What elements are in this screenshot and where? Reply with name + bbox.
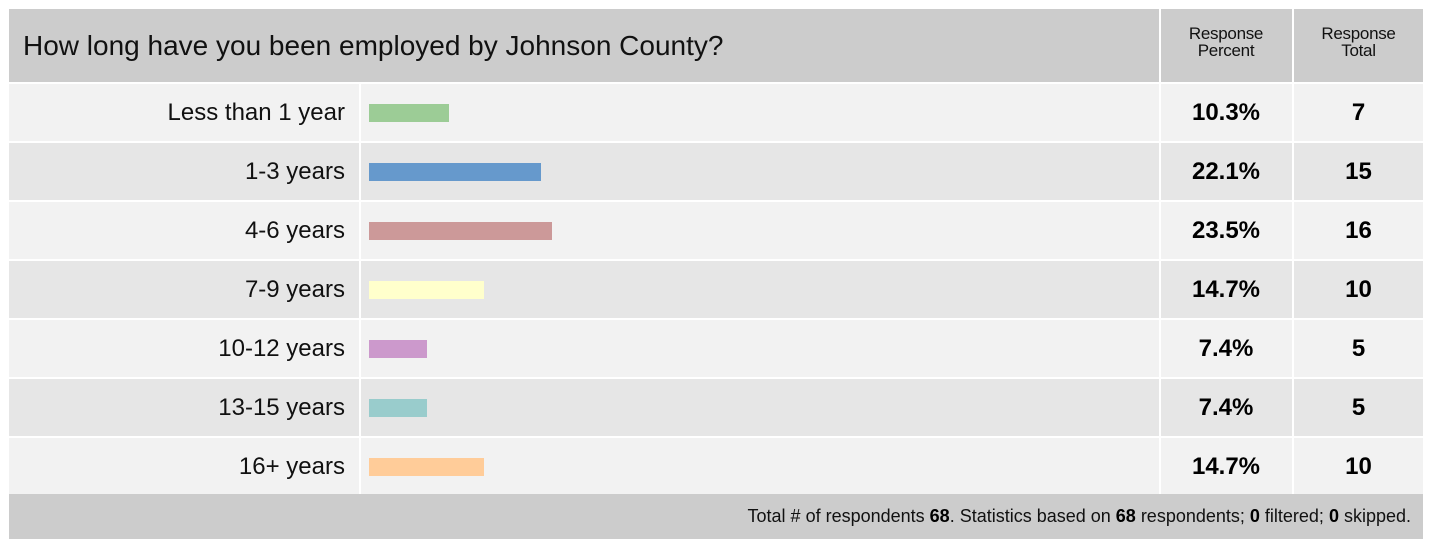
- row-divider: [1159, 261, 1161, 318]
- response-total-header: Response Total: [1294, 25, 1423, 59]
- response-percent: 7.4%: [1198, 394, 1254, 421]
- answer-row: 7-9 years 14.7% 10: [9, 261, 1423, 318]
- response-bar: [369, 163, 541, 181]
- answer-row: 4-6 years 23.5% 16: [9, 202, 1423, 259]
- response-bar: [369, 458, 484, 476]
- footer-text-4: filtered;: [1259, 506, 1329, 526]
- answer-row: 13-15 years 7.4% 5: [9, 379, 1423, 436]
- answer-label: 10-12 years: [218, 335, 345, 362]
- row-divider: [1292, 379, 1294, 436]
- answer-label: 1-3 years: [244, 158, 345, 185]
- row-divider: [1159, 143, 1161, 200]
- response-total-header-line2: Total: [1341, 41, 1376, 60]
- response-percent: 7.4%: [1198, 335, 1254, 362]
- response-percent: 14.7%: [1191, 453, 1261, 480]
- respondents-count: 68: [929, 506, 950, 526]
- answer-label: 4-6 years: [244, 217, 345, 244]
- answer-row: 16+ years 14.7% 10: [9, 438, 1423, 495]
- question-header: How long have you been employed by Johns…: [9, 9, 1423, 82]
- header-divider: [1159, 9, 1161, 82]
- row-divider: [1292, 320, 1294, 377]
- response-total-header-line1: Response: [1321, 24, 1396, 43]
- response-bar: [369, 222, 552, 240]
- statistics-footer: Total # of respondents 68. Statistics ba…: [9, 494, 1423, 539]
- response-bar: [369, 399, 427, 417]
- header-divider: [1292, 9, 1294, 82]
- row-divider: [359, 438, 361, 495]
- row-divider: [359, 320, 361, 377]
- skipped-count: 0: [1328, 506, 1339, 526]
- question-title: How long have you been employed by Johns…: [23, 30, 724, 61]
- row-divider: [359, 261, 361, 318]
- response-percent: 23.5%: [1191, 217, 1261, 244]
- response-total: 15: [1345, 158, 1372, 185]
- footer-text-2: . Statistics based on: [949, 506, 1116, 526]
- response-total: 16: [1345, 217, 1372, 244]
- footer-text-3: respondents;: [1135, 506, 1250, 526]
- row-divider: [1292, 261, 1294, 318]
- row-divider: [1159, 84, 1161, 141]
- response-total: 10: [1345, 276, 1372, 303]
- statistics-summary: Total # of respondents 68. Statistics ba…: [748, 494, 1411, 539]
- answer-label: 13-15 years: [218, 394, 345, 421]
- response-percent: 22.1%: [1191, 158, 1261, 185]
- response-bar: [369, 281, 484, 299]
- response-bar: [369, 340, 427, 358]
- row-divider: [1159, 379, 1161, 436]
- answer-row: Less than 1 year 10.3% 7: [9, 84, 1423, 141]
- response-total: 5: [1351, 335, 1366, 362]
- response-total: 10: [1345, 453, 1372, 480]
- based-on-count: 68: [1115, 506, 1136, 526]
- row-divider: [1292, 84, 1294, 141]
- answer-label: Less than 1 year: [167, 99, 345, 126]
- response-percent-header-line1: Response: [1188, 24, 1264, 43]
- answer-label: 7-9 years: [244, 276, 345, 303]
- response-percent: 10.3%: [1191, 99, 1261, 126]
- row-divider: [1159, 438, 1161, 495]
- survey-question-panel: How long have you been employed by Johns…: [9, 9, 1423, 539]
- row-divider: [359, 379, 361, 436]
- response-percent: 14.7%: [1191, 276, 1261, 303]
- answer-row: 10-12 years 7.4% 5: [9, 320, 1423, 377]
- response-total: 5: [1351, 394, 1366, 421]
- row-divider: [359, 143, 361, 200]
- answer-label: 16+ years: [238, 453, 345, 480]
- row-divider: [1159, 202, 1161, 259]
- response-bar: [369, 104, 449, 122]
- row-divider: [1159, 320, 1161, 377]
- row-divider: [1292, 202, 1294, 259]
- filtered-count: 0: [1249, 506, 1260, 526]
- answer-row: 1-3 years 22.1% 15: [9, 143, 1423, 200]
- response-total: 7: [1351, 99, 1366, 126]
- row-divider: [359, 202, 361, 259]
- footer-text-5: skipped.: [1338, 506, 1411, 526]
- response-percent-header: Response Percent: [1161, 25, 1291, 59]
- footer-text-1: Total # of respondents: [747, 506, 930, 526]
- row-divider: [1292, 438, 1294, 495]
- response-percent-header-line2: Percent: [1197, 41, 1255, 60]
- row-divider: [359, 84, 361, 141]
- row-divider: [1292, 143, 1294, 200]
